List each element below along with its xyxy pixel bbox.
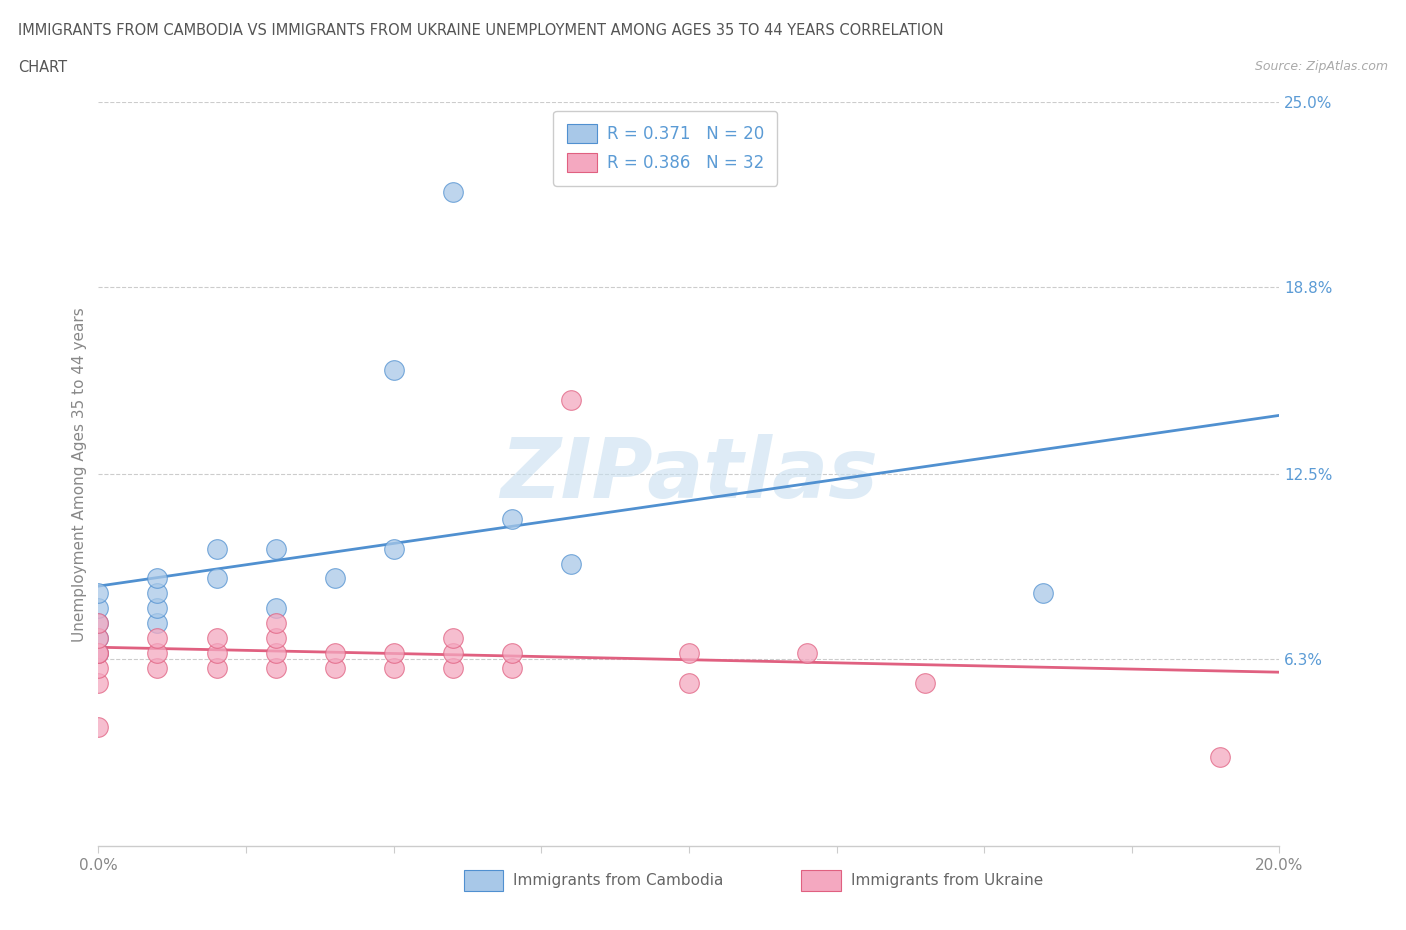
- Point: [146, 571, 169, 586]
- Point: [87, 631, 110, 645]
- Point: [382, 541, 405, 556]
- Point: [501, 660, 523, 675]
- Point: [264, 645, 287, 660]
- Point: [323, 660, 346, 675]
- Point: [87, 675, 110, 690]
- Point: [87, 631, 110, 645]
- Point: [146, 616, 169, 631]
- Point: [205, 541, 228, 556]
- Point: [264, 616, 287, 631]
- FancyBboxPatch shape: [464, 870, 503, 891]
- Point: [87, 660, 110, 675]
- Point: [560, 556, 582, 571]
- Point: [1032, 586, 1054, 601]
- Point: [441, 645, 464, 660]
- Point: [87, 616, 110, 631]
- Point: [501, 512, 523, 526]
- Text: Immigrants from Cambodia: Immigrants from Cambodia: [513, 873, 724, 888]
- Point: [205, 571, 228, 586]
- Point: [560, 392, 582, 407]
- Point: [205, 645, 228, 660]
- Point: [914, 675, 936, 690]
- Point: [146, 586, 169, 601]
- Point: [441, 631, 464, 645]
- Point: [205, 660, 228, 675]
- Point: [264, 601, 287, 616]
- Point: [382, 660, 405, 675]
- Point: [146, 660, 169, 675]
- Point: [146, 631, 169, 645]
- Text: IMMIGRANTS FROM CAMBODIA VS IMMIGRANTS FROM UKRAINE UNEMPLOYMENT AMONG AGES 35 T: IMMIGRANTS FROM CAMBODIA VS IMMIGRANTS F…: [18, 23, 943, 38]
- Point: [382, 363, 405, 378]
- Point: [205, 631, 228, 645]
- Text: Source: ZipAtlas.com: Source: ZipAtlas.com: [1254, 60, 1388, 73]
- Point: [87, 586, 110, 601]
- Point: [264, 631, 287, 645]
- Point: [87, 601, 110, 616]
- Point: [87, 645, 110, 660]
- Text: CHART: CHART: [18, 60, 67, 75]
- Point: [441, 184, 464, 199]
- Point: [87, 720, 110, 735]
- FancyBboxPatch shape: [801, 870, 841, 891]
- Point: [323, 645, 346, 660]
- Point: [87, 616, 110, 631]
- Point: [87, 645, 110, 660]
- Point: [323, 571, 346, 586]
- Point: [678, 675, 700, 690]
- Point: [146, 645, 169, 660]
- Point: [441, 660, 464, 675]
- Point: [264, 541, 287, 556]
- Legend: R = 0.371   N = 20, R = 0.386   N = 32: R = 0.371 N = 20, R = 0.386 N = 32: [554, 111, 778, 186]
- Text: ZIPatlas: ZIPatlas: [501, 433, 877, 515]
- Point: [264, 660, 287, 675]
- Point: [146, 601, 169, 616]
- Point: [678, 645, 700, 660]
- Point: [1209, 750, 1232, 764]
- Point: [87, 645, 110, 660]
- Y-axis label: Unemployment Among Ages 35 to 44 years: Unemployment Among Ages 35 to 44 years: [72, 307, 87, 642]
- Point: [796, 645, 818, 660]
- Point: [501, 645, 523, 660]
- Text: Immigrants from Ukraine: Immigrants from Ukraine: [851, 873, 1043, 888]
- Point: [382, 645, 405, 660]
